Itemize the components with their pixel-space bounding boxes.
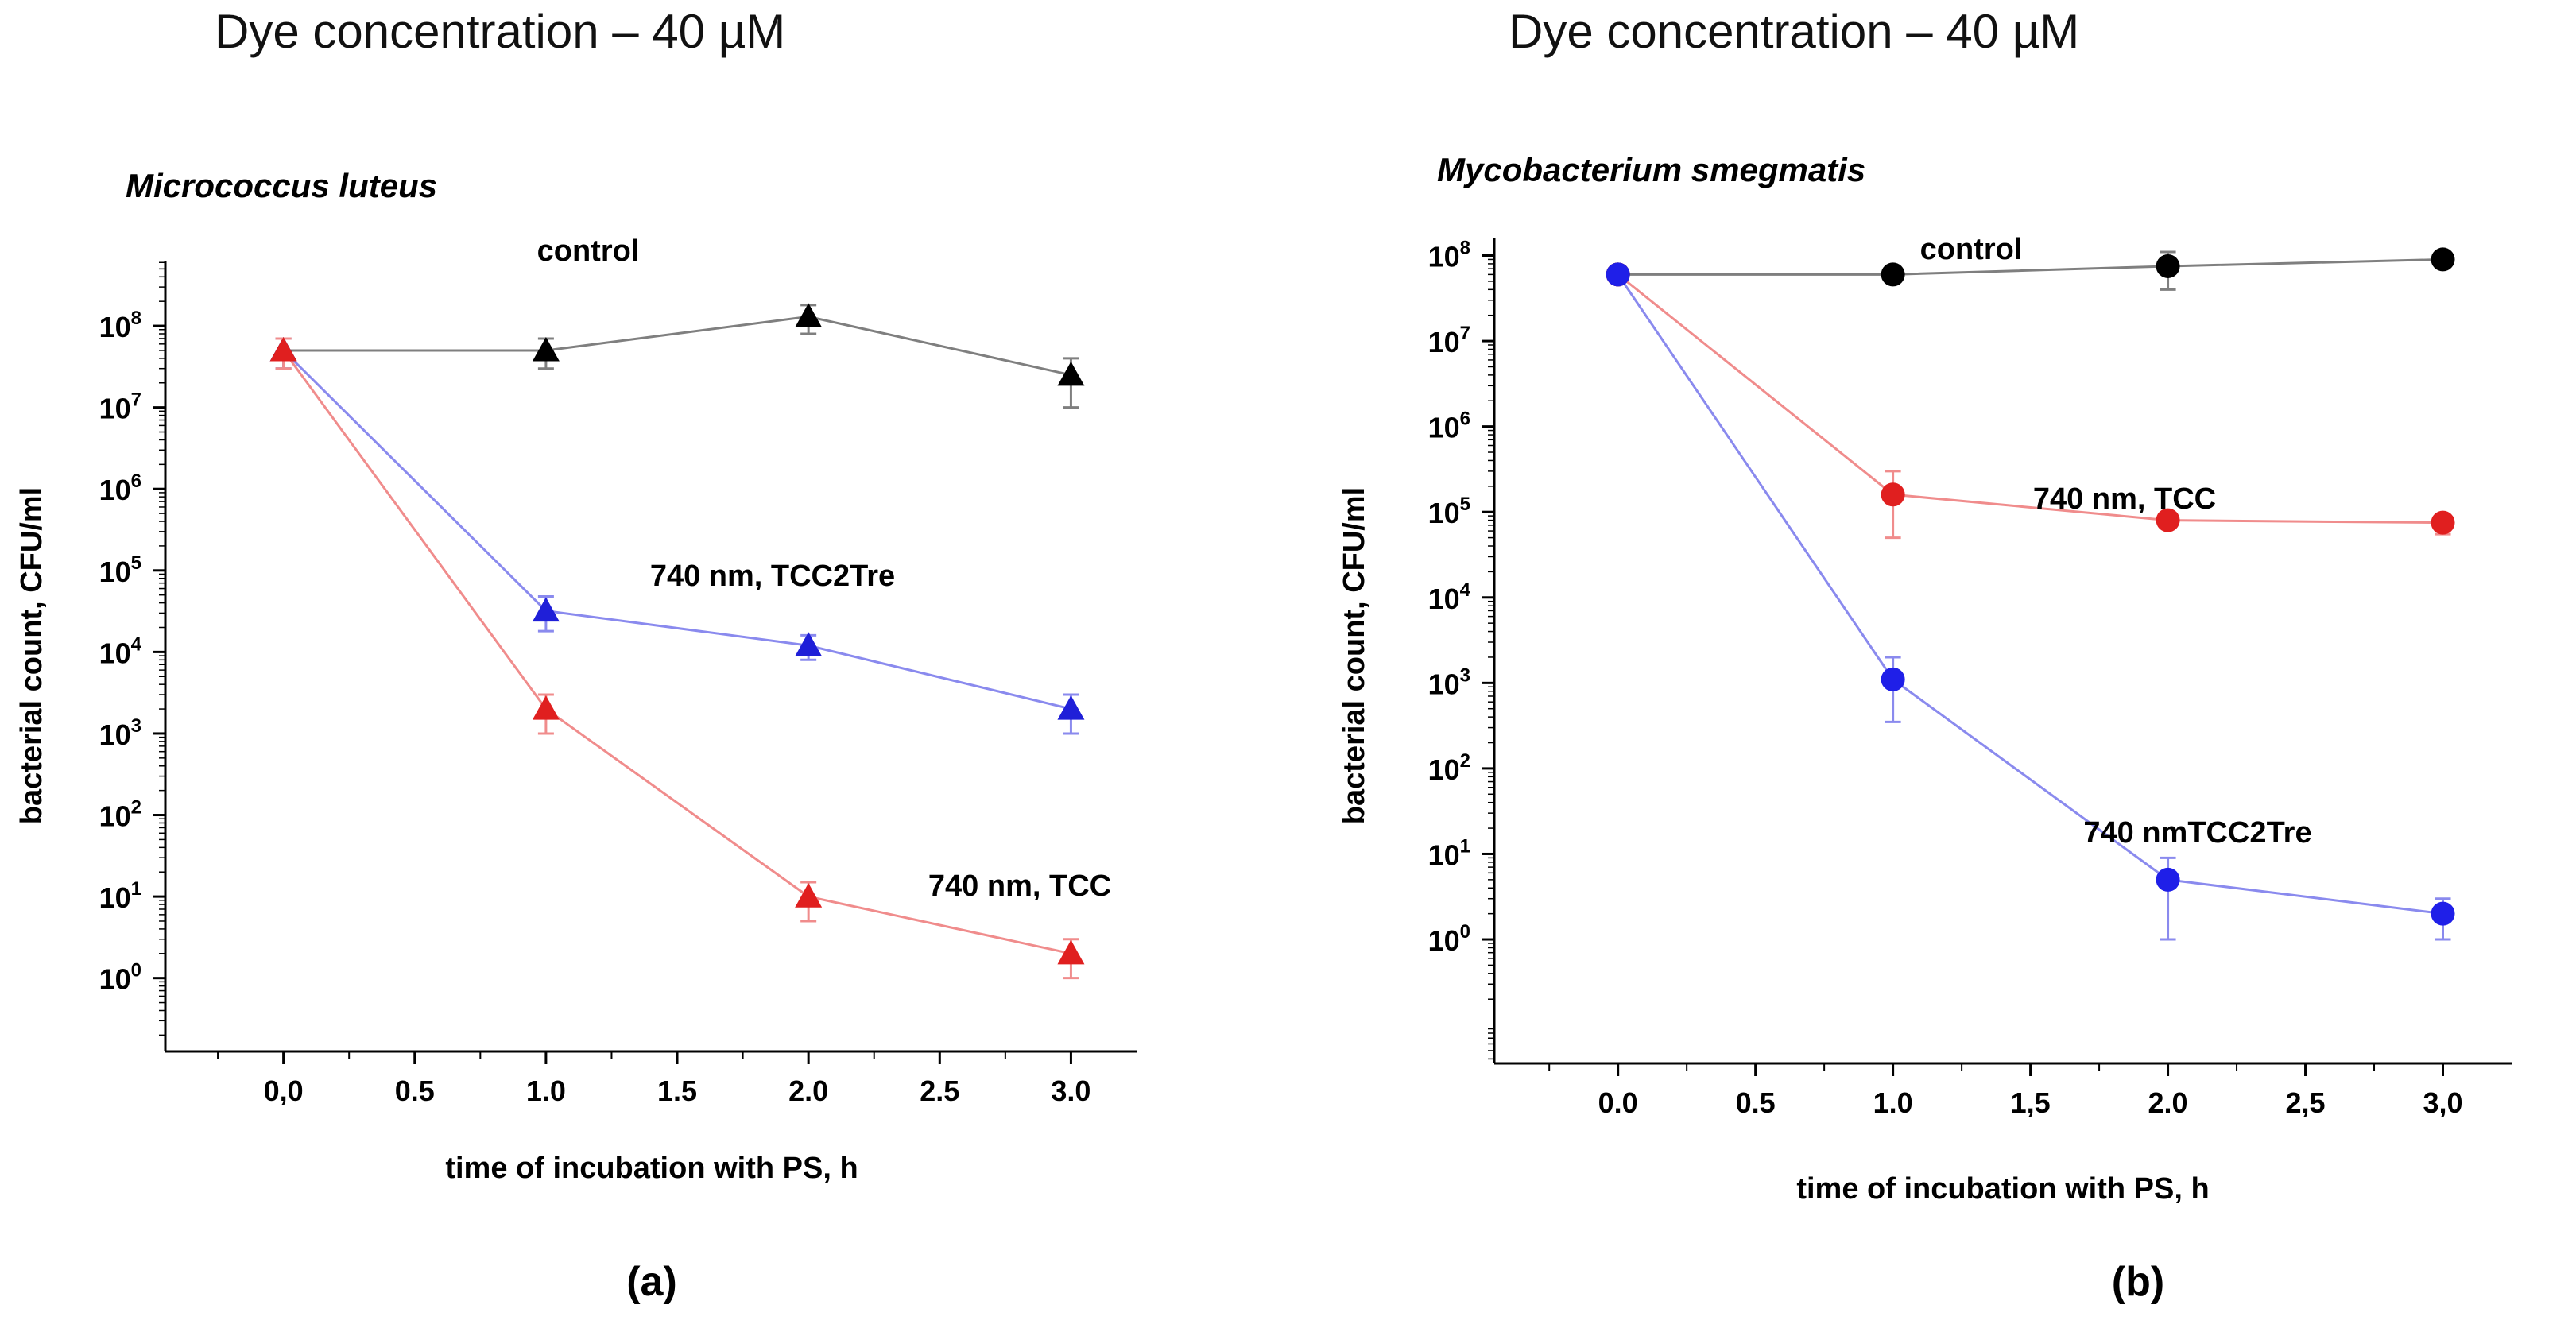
y-tick-label: 104: [1428, 579, 1471, 615]
data-point: [795, 632, 823, 656]
series-line: [1617, 257, 2443, 276]
x-tick-label: 3.0: [1051, 1075, 1090, 1107]
y-tick-label: 105: [99, 552, 141, 588]
figure-heading: Dye concentration – 40 µM: [1509, 5, 2079, 58]
y-tick-label: 108: [99, 308, 141, 343]
chart-title: Micrococcus luteus: [126, 167, 437, 204]
series-line: [1617, 273, 2443, 916]
y-tick-label: 102: [1428, 750, 1470, 786]
series-annotation: 740 nm, TCC: [928, 869, 1111, 903]
series-annotation: control: [537, 234, 640, 268]
series-2: [269, 336, 1085, 980]
x-tick-label: 2.0: [2148, 1086, 2188, 1119]
y-tick-label: 108: [1428, 238, 1470, 273]
y-tick-label: 102: [99, 797, 141, 833]
series-annotation: control: [1920, 233, 2023, 266]
x-tick-label: 0,0: [264, 1075, 304, 1107]
y-axis-title: bacterial count, CFU/ml: [15, 487, 48, 824]
series-annotation: 740 nm, TCC2Tre: [650, 560, 895, 593]
y-axis-title: bacterial count, CFU/ml: [1338, 487, 1371, 824]
series-annotation: 740 nm, TCC: [2033, 482, 2216, 516]
data-point: [2156, 254, 2180, 278]
data-point: [269, 336, 297, 362]
y-tick-label: 101: [99, 878, 141, 914]
series-line: [283, 315, 1071, 377]
data-point: [1606, 262, 1630, 287]
y-tick-label: 104: [99, 633, 142, 669]
data-point: [795, 883, 823, 908]
x-tick-label: 0.5: [1736, 1086, 1776, 1119]
figure-heading: Dye concentration – 40 µM: [215, 5, 785, 58]
chart-panel-a: Dye concentration – 40 µM Micrococcus lut…: [15, 5, 1137, 1305]
y-tick-label: 100: [99, 960, 141, 996]
panel-label: (b): [2112, 1259, 2164, 1305]
panel-label: (a): [626, 1259, 677, 1305]
series-2: [1606, 262, 2455, 941]
series-0: [269, 303, 1085, 409]
x-tick-label: 1.5: [657, 1075, 697, 1107]
x-tick-label: 3,0: [2423, 1086, 2462, 1119]
series-1: [1606, 262, 2455, 540]
y-tick-label: 107: [99, 389, 141, 425]
data-point: [532, 695, 560, 720]
data-point: [1057, 695, 1085, 720]
series-0: [1606, 247, 2455, 291]
series-line: [1617, 273, 2443, 525]
y-tick-label: 101: [1428, 835, 1470, 871]
x-axis-title: time of incubation with PS, h: [1796, 1172, 2209, 1206]
y-tick-label: 105: [1428, 494, 1470, 529]
x-tick-label: 0.0: [1598, 1086, 1638, 1119]
x-tick-label: 1.0: [526, 1075, 566, 1107]
data-point: [1057, 939, 1085, 965]
y-tick-label: 103: [99, 715, 141, 751]
x-tick-label: 2,5: [2286, 1086, 2326, 1119]
data-point: [795, 303, 823, 327]
data-point: [532, 597, 560, 622]
y-tick-label: 107: [1428, 323, 1470, 358]
series-annotation: 740 nmTCC2Tre: [2083, 816, 2311, 850]
y-tick-label: 106: [1428, 409, 1470, 444]
data-point: [1881, 262, 1905, 287]
x-tick-label: 2.5: [920, 1075, 959, 1107]
data-point: [1881, 667, 1905, 691]
series-line: [282, 349, 1071, 711]
data-point: [532, 336, 560, 362]
data-point: [2156, 867, 2180, 892]
series-1: [269, 336, 1085, 735]
y-tick-label: 100: [1428, 921, 1470, 957]
x-axis-title: time of incubation with PS, h: [445, 1152, 858, 1185]
x-tick-label: 1,5: [2011, 1086, 2051, 1119]
y-tick-label: 103: [1428, 664, 1470, 700]
x-tick-label: 1.0: [1873, 1086, 1913, 1119]
data-point: [2431, 510, 2455, 535]
data-point: [2156, 508, 2180, 532]
data-point: [1881, 482, 1905, 507]
series-line: [282, 350, 1071, 955]
y-tick-label: 106: [99, 470, 141, 506]
data-point: [2431, 901, 2455, 926]
x-tick-label: 2.0: [788, 1075, 828, 1107]
data-point: [1057, 361, 1085, 386]
chart-title: Mycobacterium smegmatis: [1437, 151, 1865, 188]
data-point: [2431, 247, 2455, 272]
chart-panel-b: Dye concentration – 40 µM Mycobacterium s…: [1338, 5, 2512, 1305]
x-tick-label: 0.5: [395, 1075, 435, 1107]
